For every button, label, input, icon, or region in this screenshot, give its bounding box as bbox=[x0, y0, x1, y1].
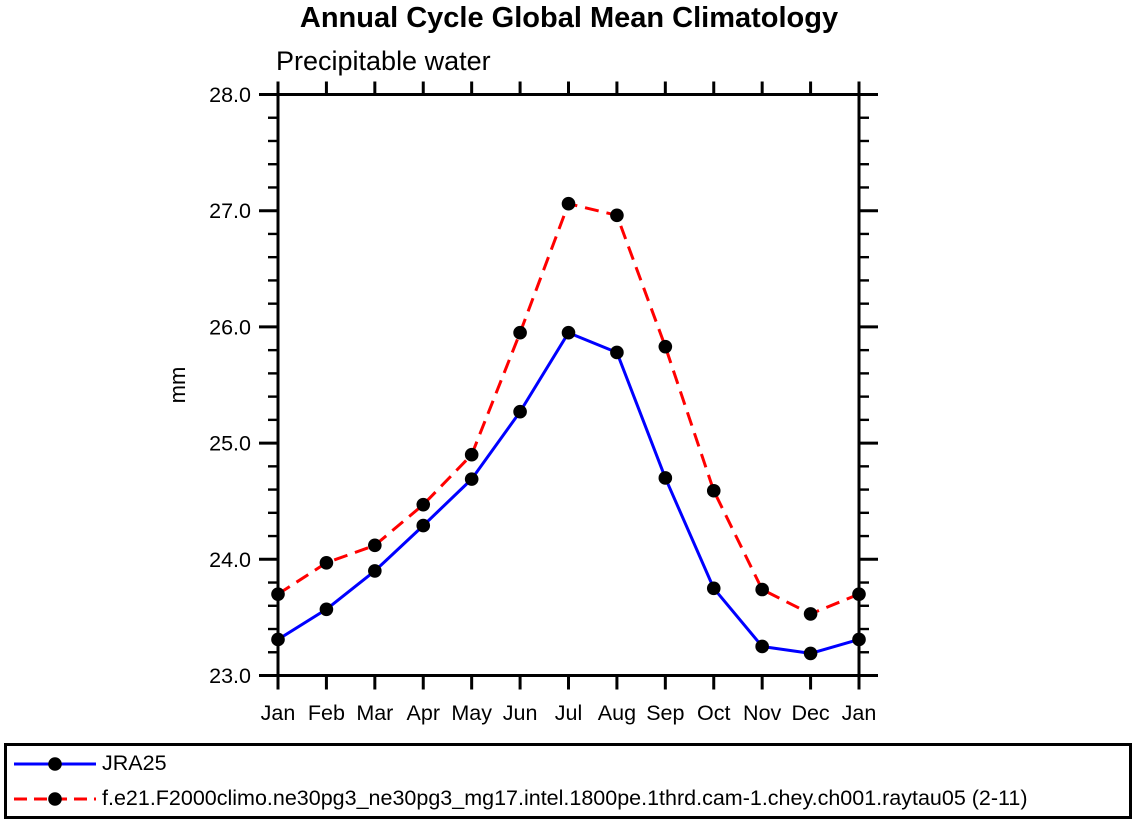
data-point-marker bbox=[755, 582, 769, 597]
data-point-marker bbox=[368, 538, 382, 553]
legend-marker-icon bbox=[48, 792, 62, 806]
data-point-marker bbox=[803, 646, 818, 661]
data-point-marker bbox=[755, 639, 769, 654]
y-tick-label: 25.0 bbox=[209, 432, 251, 456]
data-point-marker bbox=[271, 632, 285, 647]
x-tick-label: Aug bbox=[598, 701, 636, 725]
chart-title: Annual Cycle Global Mean Climatology bbox=[299, 2, 839, 34]
x-tick-label: Mar bbox=[356, 701, 393, 725]
plot-area: 23.0 24.0 25.0 26.0 27.0 28.0 Jan Feb Mar Apr May J… bbox=[209, 81, 878, 725]
y-tick-label: 27.0 bbox=[209, 199, 251, 223]
data-point-marker bbox=[658, 471, 673, 485]
data-point-marker bbox=[706, 581, 721, 596]
data-point-marker bbox=[271, 587, 285, 601]
legend-marker-icon bbox=[48, 757, 62, 771]
y-tick-label: 23.0 bbox=[209, 664, 251, 688]
y-tick-label: 28.0 bbox=[209, 83, 251, 107]
x-tick-label: Dec bbox=[791, 701, 829, 725]
data-point-marker bbox=[610, 345, 624, 360]
data-point-marker bbox=[803, 607, 818, 621]
y-tick-label: 24.0 bbox=[209, 548, 251, 572]
data-point-marker bbox=[368, 564, 382, 578]
legend-item-jra25: JRA25 bbox=[7, 746, 1129, 781]
data-point-marker bbox=[852, 587, 866, 601]
legend-label: JRA25 bbox=[102, 751, 167, 775]
x-tick-label: Apr bbox=[407, 701, 440, 725]
x-tick-label: Jan bbox=[261, 701, 296, 725]
data-point-marker bbox=[610, 208, 624, 223]
plot-border bbox=[276, 93, 861, 677]
data-point-marker bbox=[658, 339, 673, 354]
x-tick-label: Oct bbox=[697, 701, 730, 725]
data-point-marker bbox=[852, 632, 866, 647]
data-point-marker bbox=[464, 447, 479, 462]
data-point-marker bbox=[464, 472, 479, 486]
legend-item-model: f.e21.F2000climo.ne30pg3_ne30pg3_mg17.in… bbox=[7, 781, 1129, 816]
legend-label: f.e21.F2000climo.ne30pg3_ne30pg3_mg17.in… bbox=[102, 786, 1028, 810]
data-point-marker bbox=[513, 404, 527, 419]
series-line-0 bbox=[277, 331, 860, 655]
data-point-marker bbox=[416, 497, 431, 512]
x-tick-label: Jun bbox=[503, 701, 538, 725]
data-point-marker bbox=[561, 325, 576, 340]
x-tick-label: Sep bbox=[646, 701, 684, 725]
data-point-marker bbox=[706, 483, 721, 498]
series-line-1 bbox=[277, 202, 860, 616]
x-tick-label: Jan bbox=[842, 701, 877, 725]
x-tick-label: Nov bbox=[743, 701, 781, 725]
legend-sample-dashed-line bbox=[14, 792, 96, 806]
legend-sample-solid-line bbox=[14, 757, 96, 771]
x-tick-label: Feb bbox=[308, 701, 345, 725]
data-point-marker bbox=[561, 196, 576, 211]
data-point-marker bbox=[513, 325, 527, 340]
data-point-marker bbox=[319, 555, 334, 570]
data-point-marker bbox=[416, 518, 431, 533]
chart-subtitle: Precipitable water bbox=[276, 46, 491, 76]
x-tick-label: May bbox=[451, 701, 492, 725]
x-tick-label: Jul bbox=[555, 701, 582, 725]
data-point-marker bbox=[319, 602, 334, 617]
legend-box: JRA25 f.e21.F2000climo.ne30pg3_ne30pg3_m… bbox=[4, 743, 1132, 819]
y-tick-label: 26.0 bbox=[209, 315, 251, 339]
